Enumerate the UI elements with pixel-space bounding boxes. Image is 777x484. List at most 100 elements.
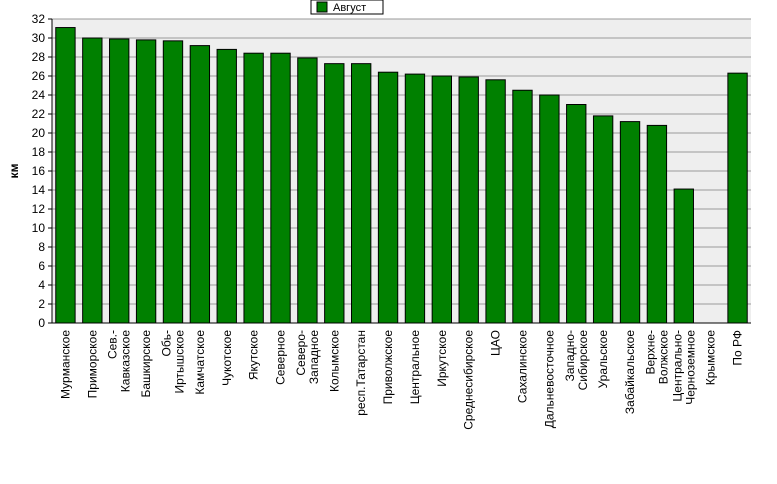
x-tick-label-line: Чукотское [220, 330, 234, 386]
y-tick-label: 10 [32, 221, 46, 235]
bar [216, 48, 237, 324]
x-tick-label: Сев.- Кавказское [106, 330, 133, 393]
bar [270, 52, 291, 324]
x-tick-label-line: Кавказское [119, 330, 133, 393]
x-tick-label-line: Забайкальское [623, 330, 637, 414]
y-tick-label: 14 [32, 183, 46, 197]
x-tick-label-line: Центрально- [670, 330, 684, 402]
x-tick-label-line: Верхне- [643, 330, 657, 375]
x-tick-label-line: Башкирское [139, 330, 153, 398]
x-tick-label: Чукотское [220, 330, 234, 386]
y-tick-label: 0 [38, 316, 45, 330]
x-tick-label: Якутское [247, 330, 261, 380]
bar [297, 57, 318, 324]
x-tick-label-line: Среднесибирское [462, 330, 476, 430]
x-tick-label: Северное [274, 330, 288, 385]
y-tick-label: 8 [38, 240, 45, 254]
y-tick-label: 12 [32, 202, 46, 216]
bar [350, 63, 372, 324]
x-tick-label-line: Северо- [294, 330, 308, 376]
x-tick-label-line: Центральное [408, 330, 422, 405]
x-tick-label-line: Мурманское [58, 330, 72, 399]
x-tick-label: Башкирское [139, 330, 153, 398]
x-tick-label-line: респ.Татарстан [354, 330, 368, 416]
x-tick-label-line: Крымское [704, 330, 718, 386]
y-tick-label: 6 [38, 259, 45, 273]
x-tick-label: Крымское [704, 330, 718, 386]
bar [431, 75, 453, 324]
legend-box [310, 0, 384, 15]
x-tick-label-line: Западное [307, 330, 321, 384]
x-tick-label: Уральское [596, 330, 610, 389]
y-tick-label: 30 [32, 31, 46, 45]
x-tick-label-line: Северное [274, 330, 288, 385]
bar [162, 40, 184, 324]
x-tick-label-line: Сахалинское [515, 330, 529, 403]
bar [189, 45, 211, 324]
x-tick-label: Забайкальское [623, 330, 637, 414]
bar [109, 38, 130, 324]
x-tick-label: Сахалинское [515, 330, 529, 403]
bar [673, 188, 694, 324]
legend: Август [310, 0, 384, 15]
bar [646, 124, 668, 324]
y-tick-label: 20 [32, 126, 46, 140]
bar [566, 104, 587, 324]
x-axis-labels: Мурманское Приморское Сев.- Кавказское Башки… [58, 330, 744, 430]
x-tick-label: Приморское [85, 330, 99, 399]
y-tick-label: 4 [38, 278, 45, 292]
x-tick-label-line: Приволжское [381, 330, 395, 405]
bar [592, 115, 614, 324]
bar [512, 89, 533, 324]
y-tick-label: 16 [32, 164, 46, 178]
x-tick-label-line: Иртышское [172, 330, 186, 394]
bars [55, 27, 748, 324]
x-tick-label: Среднесибирское [462, 330, 476, 430]
bar [539, 94, 560, 324]
x-tick-label-line: Дальневосточное [542, 330, 556, 429]
x-tick-label-line: Западно- [563, 330, 577, 381]
x-tick-label: Мурманское [58, 330, 72, 399]
x-tick-label: Северо- Западное [294, 330, 321, 384]
x-tick-label-line: Обь- [159, 330, 173, 356]
y-axis-label: км [7, 163, 21, 178]
y-tick-label: 32 [32, 12, 46, 26]
legend-label: Август [333, 2, 366, 14]
x-tick-label-line: ЦАО [489, 330, 503, 356]
y-tick-label: 28 [32, 50, 46, 64]
legend-swatch [316, 1, 328, 13]
y-tick-label: 22 [32, 107, 46, 121]
bar [82, 37, 103, 324]
bar [619, 121, 641, 324]
x-tick-label-line: По РФ [731, 330, 745, 366]
x-tick-label: Колымское [327, 330, 341, 392]
bar [485, 79, 506, 324]
y-tick-label: 26 [32, 69, 46, 83]
y-tick-label: 24 [32, 88, 46, 102]
x-tick-label: Приволжское [381, 330, 395, 405]
x-tick-label: респ.Татарстан [354, 330, 368, 416]
bar [135, 39, 157, 324]
x-tick-label-line: Черноземное [683, 330, 697, 405]
x-tick-label: Дальневосточное [542, 330, 556, 429]
x-tick-label: Центральное [408, 330, 422, 405]
bar [55, 27, 76, 324]
bar [727, 72, 748, 324]
bar [404, 73, 426, 324]
x-tick-label: Западно- Сибирское [563, 330, 590, 391]
x-tick-label-line: Приморское [85, 330, 99, 399]
x-tick-label-line: Якутское [247, 330, 261, 380]
x-tick-label: ЦАО [489, 330, 503, 356]
x-tick-label-line: Иркутское [435, 330, 449, 387]
x-tick-label: Обь- Иртышское [159, 330, 186, 394]
x-tick-label-line: Уральское [596, 330, 610, 389]
x-tick-label-line: Камчатское [193, 330, 207, 395]
y-tick-label: 18 [32, 145, 46, 159]
bar [324, 63, 345, 324]
x-tick-label-line: Колымское [327, 330, 341, 392]
x-tick-label-line: Сибирское [576, 330, 590, 391]
x-tick-label: Иркутское [435, 330, 449, 387]
